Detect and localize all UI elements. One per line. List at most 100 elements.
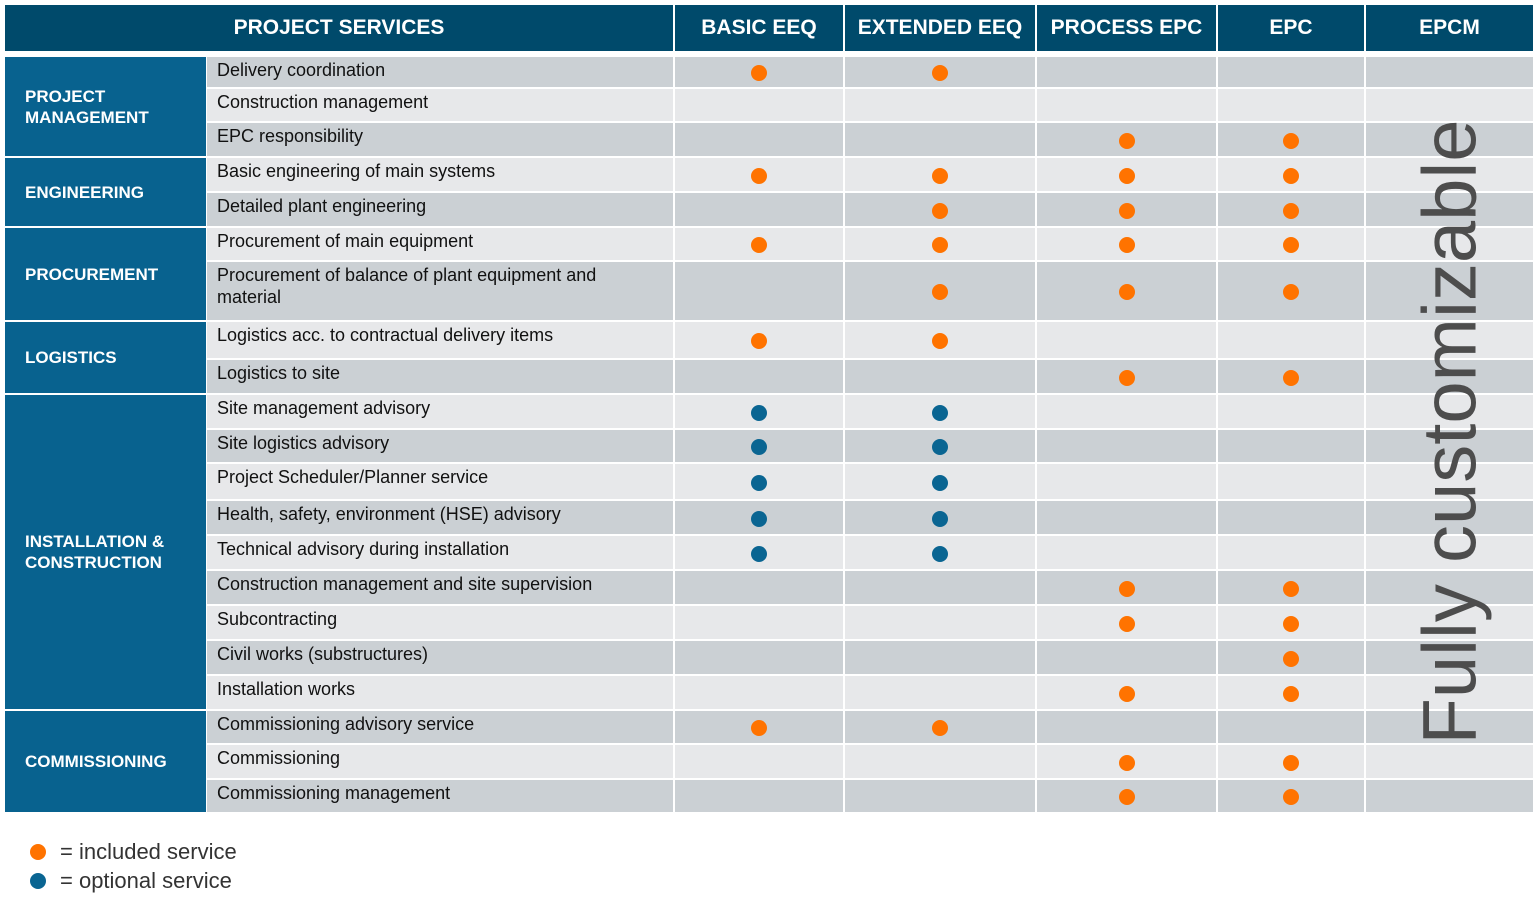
service-cell — [675, 464, 843, 499]
service-name: Subcontracting — [207, 606, 673, 639]
service-name: Civil works (substructures) — [207, 641, 673, 674]
service-cell — [1037, 228, 1216, 260]
service-cell — [675, 89, 843, 121]
service-cell — [1366, 641, 1533, 674]
included-service-dot-icon — [751, 720, 767, 736]
service-name: Construction management and site supervi… — [207, 571, 673, 604]
service-cell — [675, 641, 843, 674]
included-service-dot-icon — [932, 284, 948, 300]
included-service-dot-icon — [1118, 202, 1135, 219]
service-cell — [845, 780, 1035, 812]
service-cell — [1218, 780, 1364, 812]
header-process-epc: PROCESS EPC — [1037, 5, 1216, 51]
service-cell — [675, 123, 843, 156]
included-service-dot-icon — [1283, 685, 1299, 702]
service-cell — [1366, 745, 1533, 778]
service-cell — [1037, 711, 1216, 743]
service-cell — [845, 571, 1035, 604]
service-cell — [1366, 676, 1533, 709]
category-engineering: ENGINEERING — [5, 158, 206, 226]
category-procurement: PROCUREMENT — [5, 228, 206, 320]
service-cell — [1037, 536, 1216, 569]
service-cell — [1366, 606, 1533, 639]
service-name: Health, safety, environment (HSE) adviso… — [207, 501, 673, 534]
category-commissioning: COMMISSIONING — [5, 711, 206, 812]
service-cell — [1366, 430, 1533, 462]
included-service-dot-icon — [1283, 369, 1299, 386]
included-service-dot-icon — [932, 333, 948, 349]
service-cell — [675, 193, 843, 226]
service-cell — [1218, 89, 1364, 121]
service-cell — [845, 360, 1035, 393]
service-cell — [1037, 676, 1216, 709]
service-cell — [1218, 57, 1364, 87]
service-cell — [1218, 322, 1364, 358]
service-cell — [1366, 322, 1533, 358]
service-name: Commissioning management — [207, 780, 673, 812]
service-cell — [1218, 501, 1364, 534]
service-cell — [1366, 158, 1533, 191]
service-cell — [675, 676, 843, 709]
optional-service-dot-icon — [932, 510, 948, 527]
service-cell — [845, 89, 1035, 121]
included-service-dot-icon — [1118, 369, 1135, 386]
legend-included-label: = included service — [60, 839, 237, 864]
included-service-dot-icon — [1283, 789, 1299, 805]
service-cell — [1218, 158, 1364, 191]
service-cell — [1218, 123, 1364, 156]
included-service-dot-icon — [1118, 132, 1135, 149]
included-service-dot-icon — [1283, 650, 1299, 667]
included-service-dot-icon — [1118, 167, 1135, 184]
service-name: EPC responsibility — [207, 123, 673, 156]
included-service-dot-icon — [1118, 615, 1135, 632]
service-cell — [1037, 193, 1216, 226]
service-cell — [1037, 395, 1216, 428]
included-service-dot-icon — [1283, 615, 1299, 632]
service-cell — [1366, 57, 1533, 87]
header-epc: EPC — [1218, 5, 1364, 51]
service-cell — [845, 501, 1035, 534]
service-cell — [845, 158, 1035, 191]
service-cell — [845, 322, 1035, 358]
service-cell — [1366, 228, 1533, 260]
included-service-dot-icon — [1283, 284, 1299, 300]
legend-optional: = optional service — [30, 868, 232, 894]
service-cell — [675, 745, 843, 778]
service-cell — [845, 262, 1035, 320]
service-cell — [1037, 464, 1216, 499]
service-cell — [675, 780, 843, 812]
service-name: Installation works — [207, 676, 673, 709]
included-service-dot-icon — [1118, 754, 1135, 771]
service-cell — [1366, 395, 1533, 428]
service-cell — [1218, 676, 1364, 709]
service-cell — [1366, 536, 1533, 569]
service-cell — [1037, 57, 1216, 87]
service-cell — [675, 571, 843, 604]
service-name: Procurement of balance of plant equipmen… — [207, 262, 673, 320]
service-cell — [1218, 395, 1364, 428]
service-cell — [845, 606, 1035, 639]
included-service-dot-icon — [1118, 284, 1135, 300]
optional-dot-icon — [30, 873, 46, 889]
service-cell — [1218, 641, 1364, 674]
header-basic-eeq: BASIC EEQ — [675, 5, 843, 51]
header-extended-eeq: EXTENDED EEQ — [845, 5, 1035, 51]
service-name: Detailed plant engineering — [207, 193, 673, 226]
service-cell — [1366, 711, 1533, 743]
service-name: Commissioning advisory service — [207, 711, 673, 743]
included-service-dot-icon — [1283, 132, 1299, 149]
included-service-dot-icon — [1283, 167, 1299, 184]
epcm-fully-customizable-note: Fully customizable — [1407, 119, 1493, 745]
included-service-dot-icon — [932, 720, 948, 736]
included-service-dot-icon — [932, 167, 948, 184]
service-cell — [1218, 745, 1364, 778]
included-service-dot-icon — [751, 237, 767, 253]
service-cell — [845, 745, 1035, 778]
service-cell — [675, 536, 843, 569]
service-cell — [1037, 430, 1216, 462]
service-cell — [1218, 262, 1364, 320]
optional-service-dot-icon — [751, 474, 767, 491]
included-service-dot-icon — [1118, 580, 1135, 597]
included-service-dot-icon — [1283, 754, 1299, 771]
service-cell — [675, 430, 843, 462]
